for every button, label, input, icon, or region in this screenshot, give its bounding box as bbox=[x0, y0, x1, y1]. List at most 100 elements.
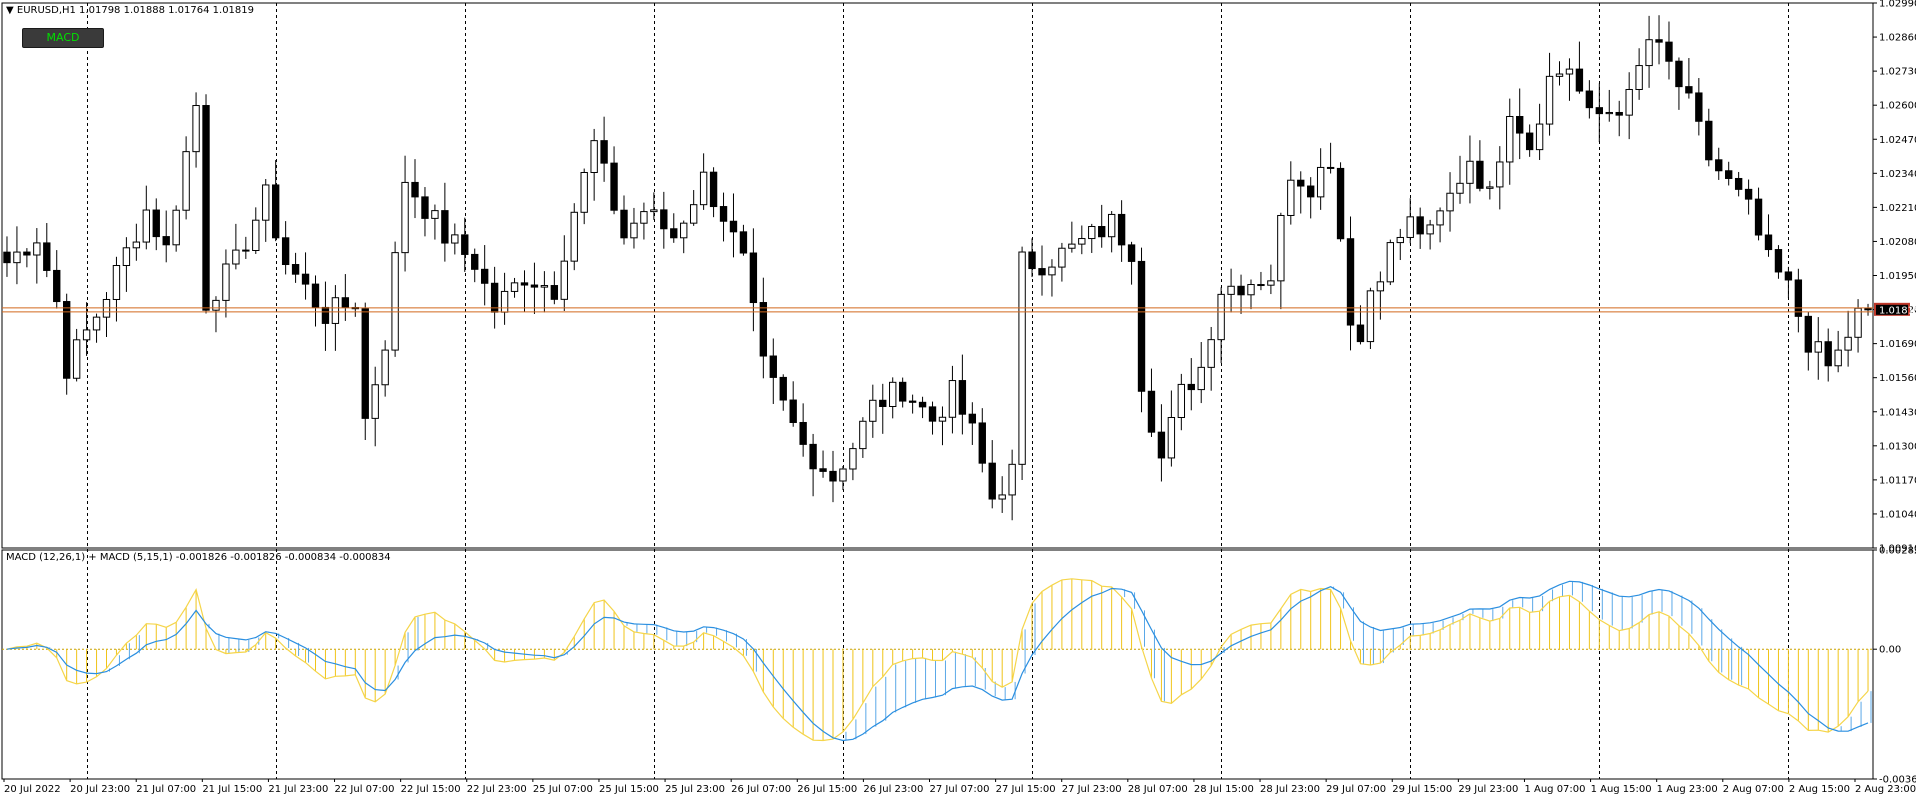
candle-body-124 bbox=[1237, 285, 1245, 296]
price-pane-frame bbox=[1, 2, 1874, 549]
time-tick-label-3: 21 Jul 15:00 bbox=[202, 784, 262, 795]
price-tick-label-14: 1.01170 bbox=[1879, 475, 1916, 486]
candle-body-38 bbox=[381, 349, 389, 386]
candle-body-120 bbox=[1197, 366, 1205, 391]
candle-body-172 bbox=[1715, 159, 1723, 172]
time-tick-label-27: 2 Aug 15:00 bbox=[1789, 784, 1850, 795]
candle-body-110 bbox=[1098, 226, 1106, 238]
candle-body-59 bbox=[590, 140, 598, 174]
candle-body-76 bbox=[759, 302, 768, 357]
candle-body-1 bbox=[13, 251, 21, 264]
candle-body-162 bbox=[1615, 111, 1623, 116]
macd-tick-label-1: 0.00 bbox=[1879, 645, 1901, 656]
candle-body-71 bbox=[709, 171, 718, 208]
time-tick-label-12: 26 Jul 15:00 bbox=[797, 784, 857, 795]
candle-body-14 bbox=[142, 209, 150, 243]
candle-body-26 bbox=[262, 184, 270, 221]
candle-body-3 bbox=[33, 242, 41, 256]
candle-body-157 bbox=[1565, 68, 1574, 75]
candle-body-25 bbox=[252, 219, 260, 252]
time-tick-label-8: 25 Jul 07:00 bbox=[533, 784, 593, 795]
time-tick-label-1: 20 Jul 23:00 bbox=[70, 784, 130, 795]
candle-body-9 bbox=[92, 316, 101, 331]
time-tick-label-26: 2 Aug 07:00 bbox=[1723, 784, 1784, 795]
candle-body-133 bbox=[1326, 166, 1335, 169]
candle-body-105 bbox=[1048, 266, 1056, 276]
candle-body-167 bbox=[1665, 41, 1673, 62]
candle-body-161 bbox=[1605, 111, 1613, 115]
candle-body-171 bbox=[1705, 120, 1713, 161]
candle-body-66 bbox=[660, 209, 668, 230]
candle-body-90 bbox=[898, 381, 907, 402]
time-tick-label-7: 22 Jul 23:00 bbox=[467, 784, 527, 795]
candle-body-186 bbox=[1854, 307, 1862, 338]
candle-body-115 bbox=[1147, 390, 1156, 433]
candle-body-77 bbox=[769, 355, 777, 378]
price-tick-label-13: 1.01300 bbox=[1879, 441, 1916, 452]
candle-body-95 bbox=[948, 380, 957, 418]
candle-body-111 bbox=[1107, 213, 1116, 238]
candle-body-183 bbox=[1824, 341, 1832, 367]
candle-body-12 bbox=[122, 247, 131, 267]
candle-body-21 bbox=[212, 299, 220, 311]
candle-body-83 bbox=[829, 470, 837, 482]
macd-tick-label-0: 0.002824 bbox=[1879, 546, 1916, 557]
candle-body-121 bbox=[1207, 339, 1215, 368]
current-price-badge-inner bbox=[1876, 304, 1908, 315]
candle-body-82 bbox=[819, 468, 827, 472]
candle-body-44 bbox=[441, 210, 449, 244]
candle-body-116 bbox=[1157, 431, 1166, 459]
candle-body-19 bbox=[192, 105, 200, 153]
candle-body-128 bbox=[1277, 214, 1285, 282]
candle-body-97 bbox=[968, 413, 977, 424]
candle-body-65 bbox=[650, 209, 658, 213]
candle-body-50 bbox=[500, 290, 509, 313]
candle-body-164 bbox=[1635, 65, 1643, 90]
candle-body-54 bbox=[540, 285, 549, 288]
candle-body-16 bbox=[162, 236, 170, 246]
price-tick-label-1: 1.02860 bbox=[1879, 33, 1916, 44]
price-tick-label-16: 1.00910 bbox=[1879, 544, 1916, 555]
candle-body-158 bbox=[1575, 68, 1584, 92]
candle-body-187 bbox=[1864, 307, 1872, 311]
candle-body-29 bbox=[291, 264, 300, 275]
candle-body-143 bbox=[1426, 224, 1434, 235]
time-tick-label-9: 25 Jul 15:00 bbox=[599, 784, 659, 795]
price-tick-label-3: 1.02600 bbox=[1879, 101, 1916, 112]
candle-body-168 bbox=[1675, 60, 1683, 88]
candle-body-170 bbox=[1695, 92, 1703, 122]
candle-body-45 bbox=[451, 234, 459, 244]
candle-body-107 bbox=[1068, 243, 1076, 249]
time-tick-label-10: 25 Jul 23:00 bbox=[665, 784, 725, 795]
candle-body-129 bbox=[1287, 179, 1295, 216]
candle-body-134 bbox=[1336, 167, 1345, 240]
price-tick-label-8: 1.01950 bbox=[1879, 271, 1916, 282]
candle-body-165 bbox=[1645, 39, 1653, 67]
candle-body-28 bbox=[281, 237, 290, 266]
time-tick-label-11: 26 Jul 07:00 bbox=[731, 784, 791, 795]
time-tick-label-19: 28 Jul 23:00 bbox=[1260, 784, 1320, 795]
candle-body-139 bbox=[1386, 242, 1395, 283]
candle-body-108 bbox=[1078, 238, 1086, 245]
candle-body-57 bbox=[570, 211, 578, 262]
candle-body-146 bbox=[1456, 182, 1464, 194]
macd-button[interactable]: MACD bbox=[22, 28, 104, 48]
candle-body-155 bbox=[1545, 75, 1554, 125]
candle-body-61 bbox=[610, 162, 618, 211]
price-tick-label-7: 1.02080 bbox=[1879, 237, 1916, 248]
candle-body-144 bbox=[1436, 210, 1444, 226]
candle-body-96 bbox=[958, 380, 967, 415]
candle-body-13 bbox=[132, 241, 141, 249]
candle-body-7 bbox=[72, 339, 81, 379]
candle-body-0 bbox=[3, 251, 11, 264]
candle-body-118 bbox=[1177, 383, 1186, 418]
candle-body-151 bbox=[1506, 115, 1514, 163]
candle-body-72 bbox=[719, 206, 728, 222]
candle-body-2 bbox=[23, 251, 31, 256]
candle-body-6 bbox=[63, 301, 71, 379]
symbol-header: ▼ EURUSD,H1 1.01798 1.01888 1.01764 1.01… bbox=[6, 5, 254, 16]
time-tick-label-14: 27 Jul 07:00 bbox=[930, 784, 990, 795]
candle-body-39 bbox=[391, 252, 399, 351]
candle-body-20 bbox=[202, 105, 210, 311]
